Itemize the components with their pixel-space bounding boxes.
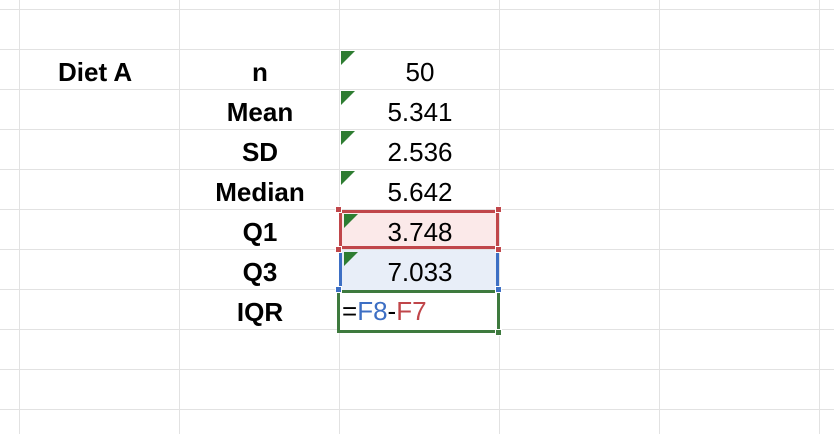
q1-range-handle[interactable] <box>335 206 342 213</box>
number-as-text-flag-icon[interactable] <box>344 214 358 228</box>
q1-range-handle[interactable] <box>335 246 342 253</box>
number-as-text-flag-icon[interactable] <box>341 171 355 185</box>
grid-line <box>819 0 820 434</box>
q1-reference-highlight <box>339 210 499 249</box>
grid-line <box>659 0 660 434</box>
q1-range-handle[interactable] <box>495 206 502 213</box>
stat-value-sd[interactable]: 2.536 <box>387 137 453 167</box>
number-as-text-flag-icon[interactable] <box>341 131 355 145</box>
stat-value-mean[interactable]: 5.341 <box>387 97 453 127</box>
grid-line <box>499 0 500 434</box>
q3-reference-highlight <box>339 250 499 290</box>
formula-equals: = <box>342 296 358 326</box>
stat-label-sd[interactable]: SD <box>241 137 279 167</box>
stat-value-q3[interactable]: 7.033 <box>387 257 453 287</box>
grid-line <box>179 0 180 434</box>
formula-text[interactable]: =F8-F7 <box>340 291 427 331</box>
formula-reference-f8: F8 <box>357 296 388 326</box>
active-cell-editor[interactable] <box>337 290 500 333</box>
stat-label-mean[interactable]: Mean <box>226 97 294 127</box>
active-cell-fill-handle[interactable] <box>495 329 502 336</box>
stat-value-n[interactable]: 50 <box>405 57 435 87</box>
stat-value-q1[interactable]: 3.748 <box>387 217 453 247</box>
stat-label-q3[interactable]: Q3 <box>242 257 278 287</box>
q1-range-handle[interactable] <box>495 246 502 253</box>
formula-operator: - <box>387 296 397 326</box>
stat-label-q1[interactable]: Q1 <box>242 217 278 247</box>
number-as-text-flag-icon[interactable] <box>341 91 355 105</box>
grid-line <box>0 129 834 130</box>
q3-range-handle[interactable] <box>335 286 342 293</box>
grid-line <box>0 9 834 10</box>
number-as-text-flag-icon[interactable] <box>341 51 355 65</box>
grid-line <box>0 209 834 210</box>
group-label-cell[interactable]: Diet A <box>58 57 133 87</box>
formula-reference-f7: F7 <box>396 296 427 326</box>
q3-range-handle[interactable] <box>495 286 502 293</box>
number-as-text-flag-icon[interactable] <box>344 252 358 266</box>
stat-label-iqr[interactable]: IQR <box>236 297 284 327</box>
grid-line <box>0 49 834 50</box>
stat-label-n[interactable]: n <box>252 57 268 87</box>
stat-label-median[interactable]: Median <box>215 177 305 207</box>
grid-line <box>0 409 834 410</box>
grid-line <box>0 169 834 170</box>
grid-line <box>0 369 834 370</box>
grid-line <box>0 89 834 90</box>
grid-line <box>19 0 20 434</box>
stat-value-median[interactable]: 5.642 <box>387 177 453 207</box>
grid-line <box>0 249 834 250</box>
